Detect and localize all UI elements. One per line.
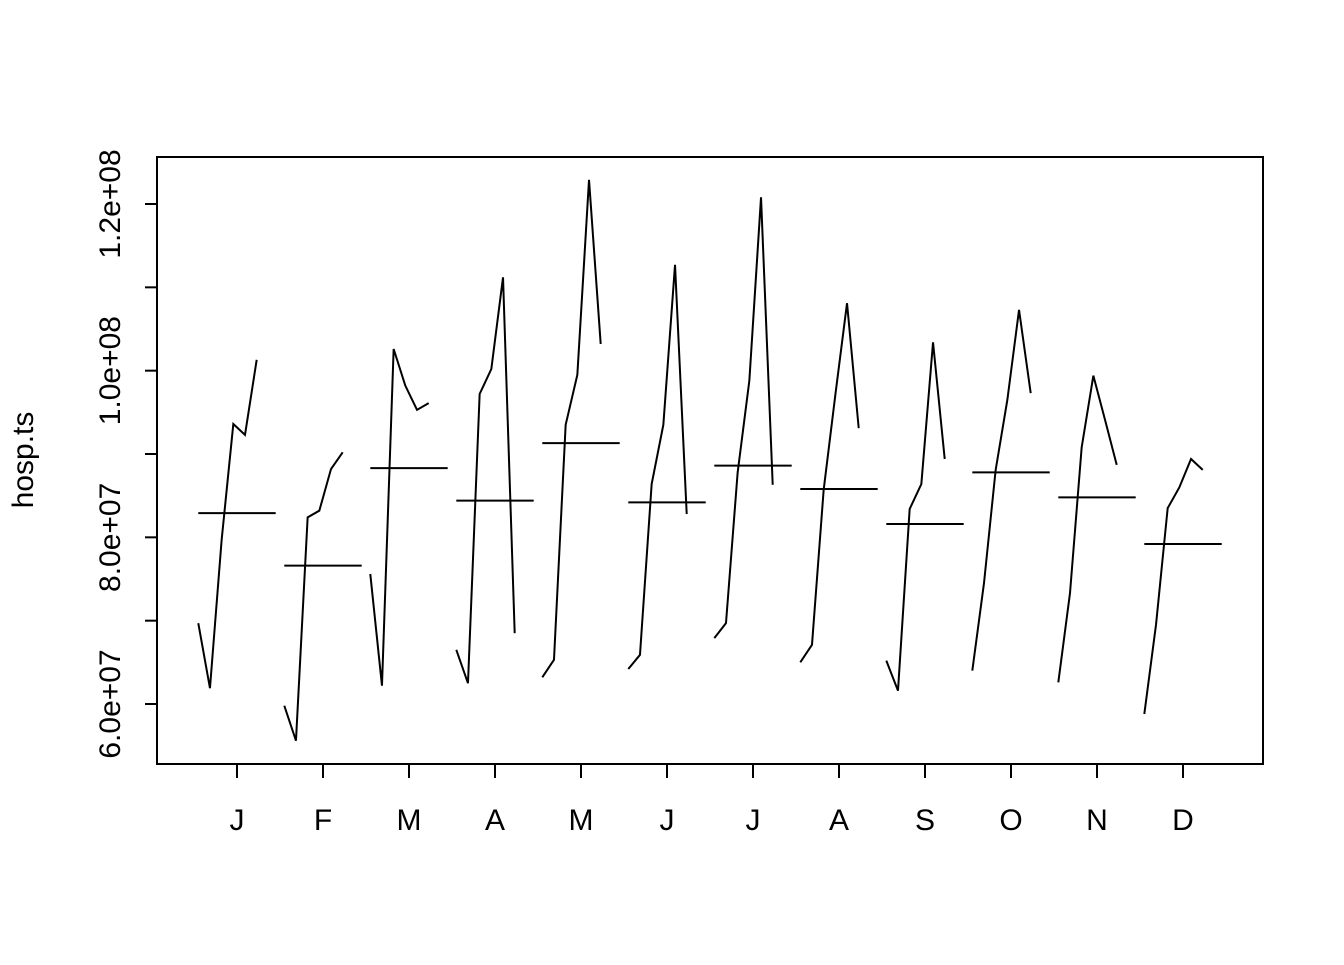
x-tick-label: J (229, 804, 244, 837)
x-tick-label: D (1172, 804, 1194, 837)
month-series (971, 309, 1032, 671)
month-series (455, 277, 516, 684)
x-tick-label: J (746, 804, 761, 837)
x-tick-label: A (485, 804, 505, 837)
month-series (1143, 457, 1204, 715)
x-tick-label: M (396, 804, 421, 837)
y-tick-label: 1.0e+08 (94, 316, 127, 425)
x-tick-label: O (999, 804, 1022, 837)
month-series (283, 451, 344, 741)
y-tick-label: 1.2e+08 (94, 149, 127, 258)
x-tick-label: M (568, 804, 593, 837)
plot-frame (156, 156, 1264, 765)
x-tick-label: A (829, 804, 849, 837)
x-tick-label: S (915, 804, 935, 837)
y-tick-label: 6.0e+07 (94, 649, 127, 758)
month-series (1057, 375, 1118, 683)
month-series (541, 179, 602, 678)
x-tick-label: J (659, 804, 674, 837)
x-tick-label: N (1086, 804, 1108, 837)
month-series (627, 264, 688, 670)
x-tick-label: F (314, 804, 332, 837)
month-series (713, 197, 774, 639)
y-axis-label: hosp.ts (7, 412, 40, 509)
month-series (885, 342, 946, 692)
month-series (799, 303, 860, 663)
month-series (369, 348, 430, 686)
y-tick-label: 8.0e+07 (94, 483, 127, 592)
month-series (197, 359, 258, 689)
